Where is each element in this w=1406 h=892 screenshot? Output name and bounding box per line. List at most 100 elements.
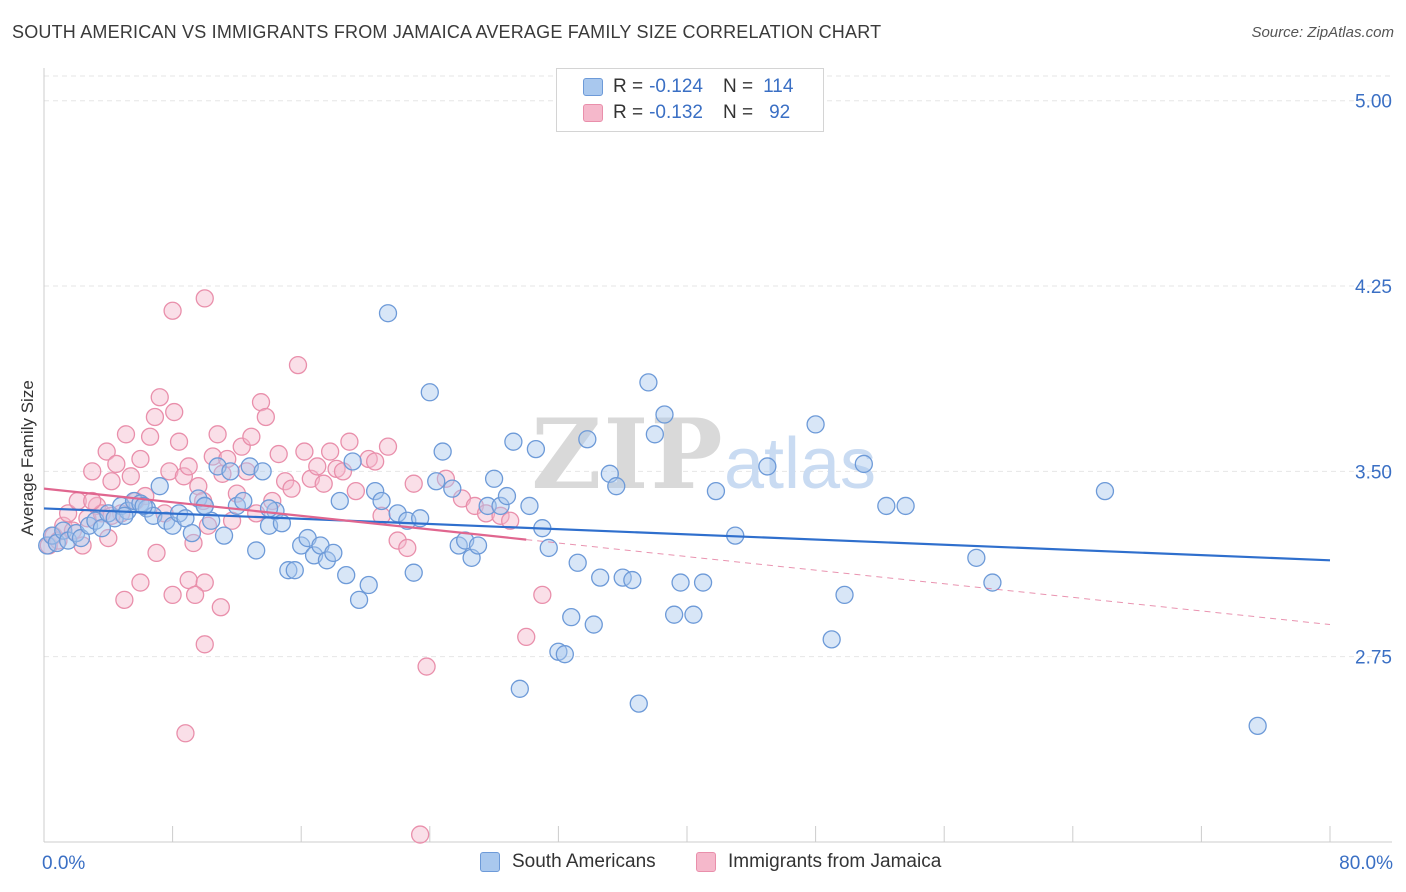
legend-label-south-americans: South Americans	[512, 851, 656, 872]
jamaica-point	[398, 538, 417, 558]
jamaica-point	[145, 407, 165, 427]
south-americans-point	[214, 526, 234, 545]
jamaica-point	[295, 442, 314, 461]
jamaica-point	[501, 511, 520, 530]
south-americans-point	[983, 573, 1002, 592]
south-americans-point	[115, 506, 134, 525]
jamaica-point	[208, 425, 227, 444]
trend-line-south-americans	[43, 507, 1331, 562]
south-americans-point	[578, 430, 597, 449]
jamaica-point	[97, 442, 116, 461]
south-americans-point	[684, 605, 703, 624]
jamaica-point	[163, 301, 182, 320]
legend-n-value: 92	[769, 102, 791, 123]
jamaica-point	[174, 467, 194, 486]
jamaica-point	[115, 590, 134, 609]
south-americans-point	[806, 415, 825, 434]
x-tick-label: 80.0%	[1339, 853, 1393, 874]
jamaica-point	[275, 472, 295, 491]
jamaica-point	[160, 462, 179, 481]
legend-r-value: -0.132	[649, 102, 703, 123]
legend-r-label: R =	[613, 76, 644, 97]
jamaica-point	[165, 402, 184, 422]
legend-label-jamaica: Immigrants from Jamaica	[728, 851, 942, 872]
south-americans-point	[343, 452, 362, 471]
south-americans-point	[150, 477, 169, 496]
jamaica-point	[131, 449, 150, 469]
source-label: Source: ZipAtlas.com	[1251, 24, 1394, 41]
south-americans-point	[317, 551, 337, 570]
jamaica-point	[517, 627, 536, 647]
south-americans-point	[247, 541, 266, 560]
south-americans-point	[372, 491, 391, 511]
jamaica-point	[411, 825, 430, 844]
jamaica-point	[195, 289, 214, 308]
south-americans-point	[664, 605, 684, 624]
jamaica-point	[256, 407, 275, 427]
south-americans-point	[359, 575, 378, 595]
south-americans-point	[420, 383, 439, 402]
series-legend: South Americans Immigrants from Jamaica	[0, 851, 1406, 877]
jamaica-point	[131, 573, 150, 592]
south-americans-point	[510, 679, 529, 698]
south-americans-point	[491, 496, 510, 516]
jamaica-point	[365, 452, 385, 471]
legend-item-jamaica[interactable]: Immigrants from Jamaica	[696, 851, 941, 873]
south-americans-point	[443, 479, 462, 498]
south-americans-point	[468, 536, 488, 555]
jamaica-point	[320, 442, 340, 461]
axes	[43, 68, 1392, 843]
jamaica-point	[176, 724, 195, 743]
jamaica-point	[203, 447, 222, 466]
jamaica-point	[388, 531, 407, 550]
jamaica-point	[533, 585, 552, 605]
jamaica-point	[476, 504, 496, 523]
jamaica-point	[417, 657, 436, 676]
jamaica-point	[121, 467, 140, 486]
legend-swatch-blue	[583, 78, 603, 96]
south-americans-point	[607, 477, 626, 496]
south-americans-point	[693, 573, 713, 592]
jamaica-point	[269, 444, 288, 464]
jamaica-point	[147, 543, 166, 563]
south-americans-point	[526, 439, 546, 459]
south-americans-point	[639, 373, 658, 392]
gridlines	[44, 75, 1392, 658]
south-americans-point	[324, 543, 343, 563]
south-americans-point	[134, 496, 153, 516]
south-americans-point	[378, 304, 398, 323]
jamaica-point	[83, 462, 102, 481]
jamaica-point	[346, 481, 366, 501]
jamaica-point	[195, 573, 214, 592]
jamaica-point	[227, 484, 247, 503]
jamaica-point	[102, 472, 121, 491]
jamaica-point	[491, 506, 510, 525]
legend-item-south-americans[interactable]: South Americans	[480, 851, 656, 873]
watermark-atlas: atlas	[724, 424, 876, 504]
south-americans-point	[279, 561, 298, 580]
legend-r-label: R =	[613, 102, 644, 123]
south-americans-point	[234, 491, 253, 511]
chart-title: SOUTH AMERICAN VS IMMIGRANTS FROM JAMAIC…	[12, 22, 882, 42]
y-axis-title: Average Family Size	[18, 380, 37, 536]
jamaica-point	[242, 427, 261, 446]
jamaica-point	[308, 457, 327, 476]
south-americans-point	[706, 481, 726, 501]
jamaica-point	[340, 432, 359, 451]
south-americans-point	[182, 523, 202, 543]
south-americans-point	[433, 442, 452, 461]
legend-n-label: N =	[722, 102, 754, 123]
south-americans-point	[221, 462, 240, 481]
jamaica-point	[195, 635, 214, 654]
south-americans-point	[253, 462, 272, 481]
legend-r-value: -0.124	[649, 76, 703, 97]
trend-line-jamaica-extrapolated	[526, 539, 1331, 626]
legend-swatch-blue	[480, 852, 500, 872]
jamaica-point	[169, 432, 189, 451]
south-americans-point	[427, 472, 446, 491]
series-jamaica-points	[39, 289, 552, 844]
south-americans-point	[584, 615, 603, 634]
south-americans-point	[484, 469, 504, 488]
y-tick-label: 5.00	[1355, 92, 1392, 113]
